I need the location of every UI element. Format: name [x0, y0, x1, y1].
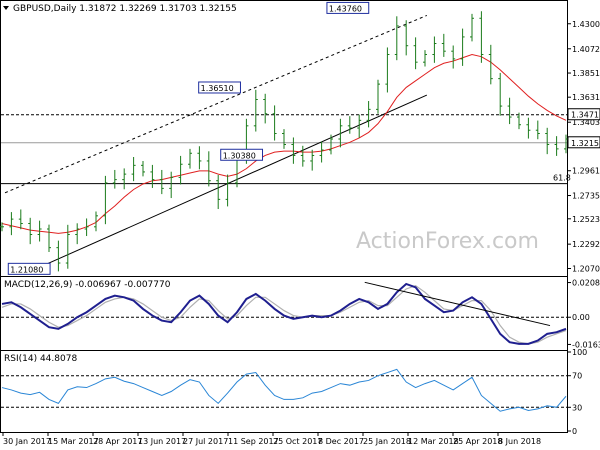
price-y-axis: 1.43000 1.40720 1.38510 1.36310 1.34030 1.296…	[567, 20, 600, 274]
time-tick-label: 25 Jan 2018	[363, 437, 411, 446]
time-tick-label: 27 Jul 2017	[183, 437, 228, 446]
time-tick-label: 11 Sep 2017	[228, 437, 279, 446]
watermark: ActionForex.com	[356, 229, 539, 254]
price-annotation-label: 1.36510	[201, 84, 234, 93]
price-annotation-box	[198, 81, 241, 94]
macd-trendline-line	[364, 281, 551, 327]
price-tick-label: 1.29610	[572, 167, 600, 176]
time-tick-label: 8 Jun 2018	[498, 437, 541, 446]
price-tick-label: 1.20700	[572, 265, 600, 274]
time-tick-label: 13 Jun 2017	[138, 437, 186, 446]
time-tick-label: 25 Apr 2018	[453, 437, 502, 446]
collapse-triangle-icon[interactable]	[3, 6, 9, 10]
price-label: 1.32155	[571, 139, 600, 148]
price-annotation-box	[7, 262, 51, 275]
macd-lines	[1, 282, 567, 345]
time-tick-label: 12 Mar 2018	[408, 437, 459, 446]
macd-trendline	[364, 281, 551, 327]
macd-tick-label: 0.00	[572, 313, 590, 322]
macd-main-line	[1, 282, 567, 345]
price-tick-label: 1.22920	[572, 240, 600, 249]
rsi-series-line	[1, 368, 567, 412]
price-tick-label: 1.40720	[572, 45, 600, 54]
symbol-header: GBPUSD,Daily 1.31872 1.32269 1.31703 1.3…	[3, 4, 237, 14]
price-horizontal-lines	[1, 114, 567, 185]
rsi-levels	[1, 375, 567, 408]
price-trendline-1	[4, 14, 428, 194]
time-tick-label: 8 Dec 2017	[318, 437, 364, 446]
price-label: 1.34710	[571, 111, 600, 120]
price-label-box	[567, 108, 600, 121]
fibonacci-label: 61.8	[553, 174, 571, 183]
price-annotation-box	[220, 148, 264, 161]
price-tick-label: 1.43000	[572, 20, 600, 29]
price-tick-label: 1.27350	[572, 192, 600, 201]
time-tick-label: 15 Mar 2017	[48, 437, 99, 446]
time-tick-label: 25 Oct 2017	[273, 437, 322, 446]
price-annotation-label: 1.30380	[223, 151, 256, 160]
rsi-tick-label: 0	[572, 427, 577, 436]
rsi-panel-frame	[0, 350, 568, 433]
rsi-tick-label: 70	[572, 372, 582, 381]
rsi-tick-label: 30	[572, 403, 582, 412]
price-annotation-box	[326, 1, 370, 14]
rsi-tick-label: 100	[572, 348, 587, 357]
macd-signal-line	[1, 284, 567, 345]
macd-y-axis: 0.020861 0.00 -0.016357	[567, 279, 600, 349]
price-trendlines	[4, 14, 428, 265]
symbol-ohlc-label: GBPUSD,Daily 1.31872 1.32269 1.31703 1.3…	[13, 4, 237, 14]
price-annotation-label: 1.43760	[329, 4, 362, 13]
rsi-line	[1, 368, 567, 412]
price-annotation-label: 1.21080	[10, 265, 43, 274]
price-annotations: 1.43760 1.36510 1.30380 1.21080 61.8	[7, 1, 571, 275]
time-tick-label: 30 Jan 2017	[3, 437, 51, 446]
price-tick-label: 1.36310	[572, 93, 600, 102]
price-tick-label: 1.25230	[572, 215, 600, 224]
macd-label: MACD(12,26,9) -0.006967 -0.007770	[4, 280, 171, 290]
price-trendline-0	[45, 94, 428, 265]
time-tick-label: 28 Apr 2017	[93, 437, 142, 446]
macd-tick-label: 0.020861	[572, 279, 600, 288]
price-bars	[0, 11, 568, 272]
rsi-y-axis: 100 70 30 0	[567, 348, 587, 436]
price-label-box	[567, 136, 600, 149]
price-tick-label: 1.34030	[572, 118, 600, 127]
price-tick-label: 1.38510	[572, 69, 600, 78]
rsi-label: RSI(14) 44.8078	[4, 354, 77, 364]
macd-tick-label: -0.016357	[572, 340, 600, 349]
